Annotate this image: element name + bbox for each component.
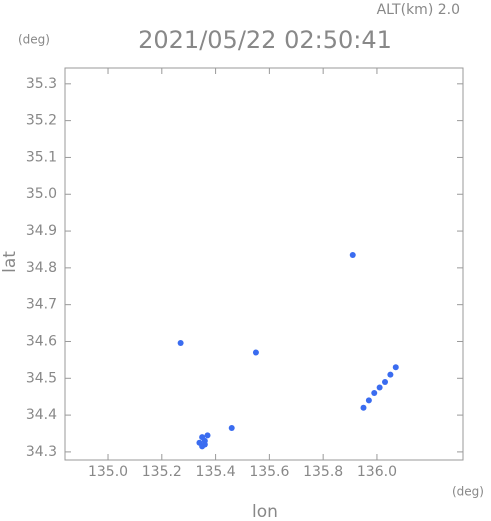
echo-point	[204, 432, 211, 439]
echo-point	[228, 424, 235, 431]
chart-subtitle: ALT(km) 2.0	[377, 2, 460, 18]
echo-point	[371, 390, 378, 397]
echo-point	[360, 404, 367, 411]
echo-point	[376, 384, 383, 391]
y-tick-label: 34.9	[26, 223, 57, 239]
y-tick-label: 35.3	[26, 76, 57, 92]
y-tick-label: 35.0	[26, 186, 57, 202]
y-tick-label: 35.2	[26, 113, 57, 129]
echo-point	[349, 251, 356, 258]
y-tick-label: 34.5	[26, 370, 57, 386]
x-tick-label: 135.2	[142, 464, 182, 480]
x-tick-label: 136.0	[357, 464, 397, 480]
y-tick-label: 35.1	[26, 149, 57, 165]
x-tick-label: 135.6	[249, 464, 289, 480]
echo-point	[382, 378, 389, 385]
y-tick-label: 34.8	[26, 260, 57, 276]
y-tick-label: 34.6	[26, 333, 57, 349]
x-tick-label: 135.0	[88, 464, 128, 480]
y-tick-label: 34.7	[26, 297, 57, 313]
chart-title: 2021/05/22 02:50:41	[138, 26, 392, 54]
y-tick-label: 34.4	[26, 407, 57, 423]
y-unit: (deg)	[18, 33, 50, 47]
echo-point	[252, 349, 259, 356]
x-tick-label: 135.8	[303, 464, 343, 480]
echo-point	[387, 371, 394, 378]
y-tick-label: 34.3	[26, 444, 57, 460]
echo-point	[365, 397, 372, 404]
echo-point	[392, 364, 399, 371]
x-axis-label: lon	[252, 502, 278, 521]
x-tick-label: 135.4	[196, 464, 236, 480]
y-axis-label: lat	[0, 251, 20, 273]
echo-point	[201, 441, 208, 448]
echo-point	[177, 339, 184, 346]
x-unit: (deg)	[452, 485, 484, 499]
plot-frame	[64, 67, 464, 461]
